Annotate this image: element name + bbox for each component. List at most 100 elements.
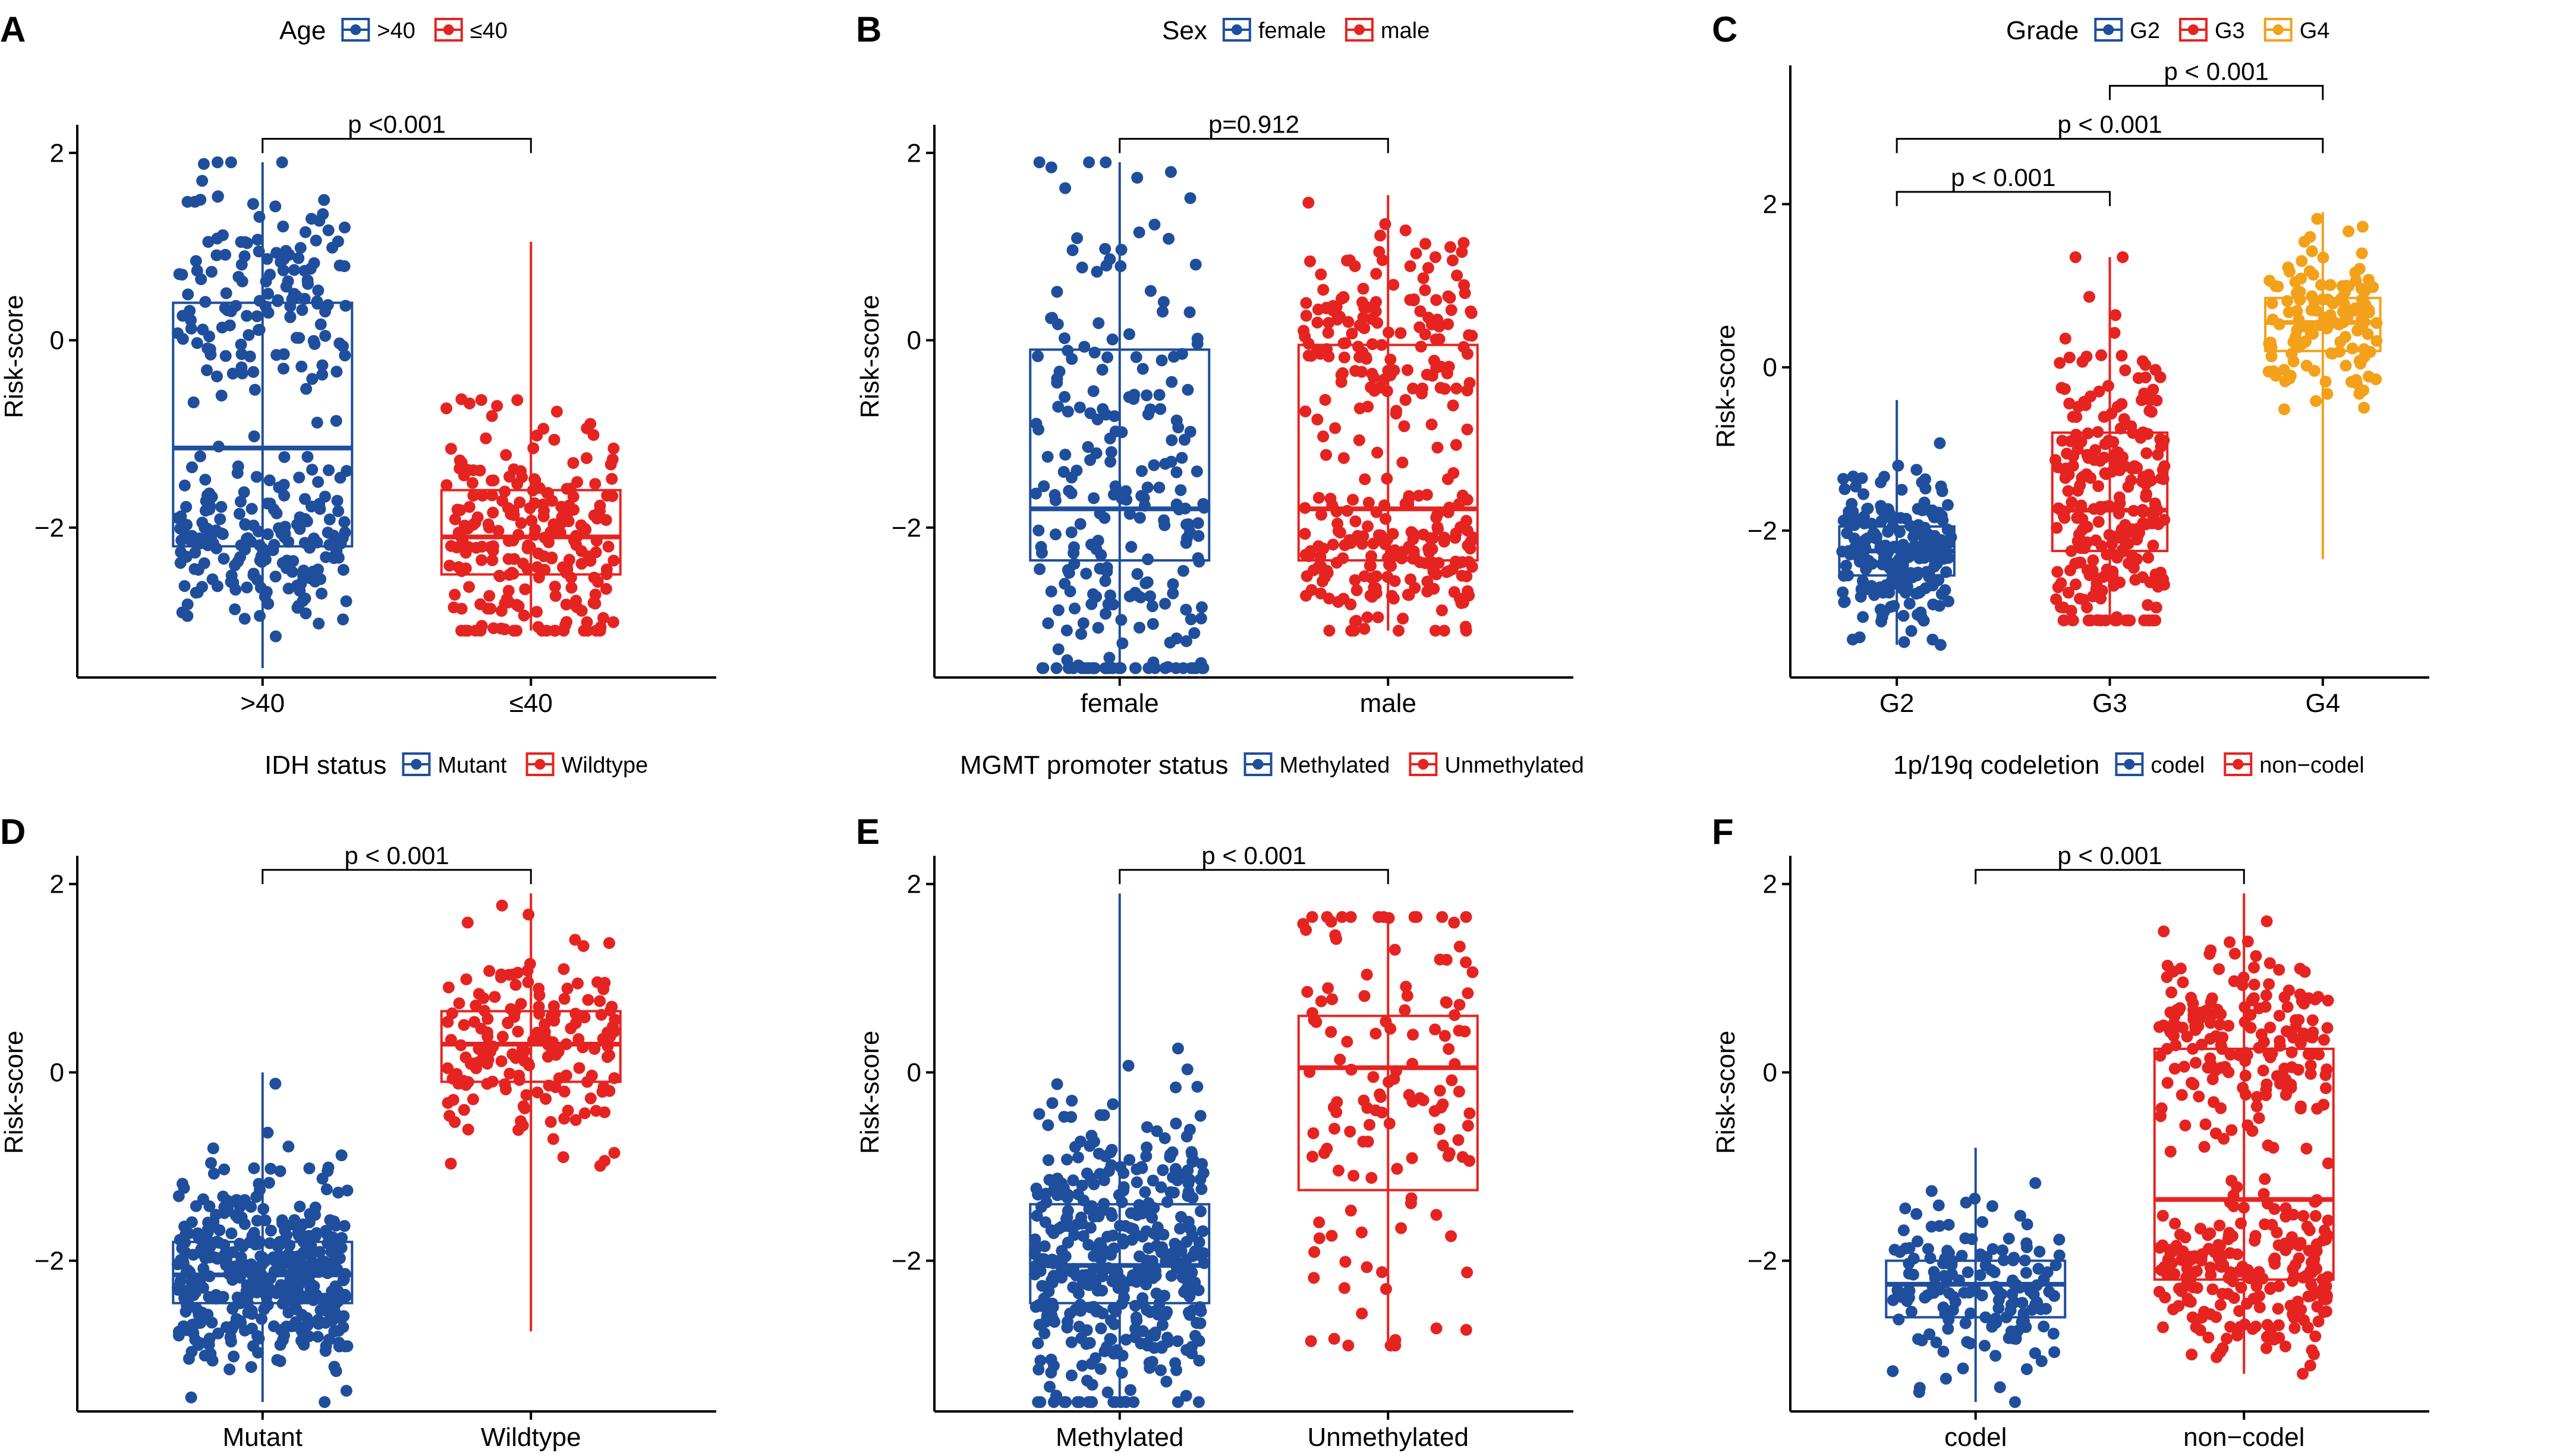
legend: Grade G2 G3 G4	[2006, 16, 2329, 45]
data-point	[1404, 260, 1416, 272]
data-point	[2319, 1069, 2332, 1082]
data-point	[1350, 584, 1363, 597]
data-point	[2225, 1124, 2238, 1136]
data-point	[1032, 1363, 1045, 1376]
data-point	[1192, 1284, 1205, 1297]
data-point	[578, 1011, 591, 1023]
data-point	[2010, 1330, 2022, 1342]
legend-label: G4	[2300, 18, 2330, 43]
data-point	[2306, 1290, 2318, 1302]
data-point	[1838, 595, 1851, 608]
data-point	[1302, 338, 1315, 350]
data-point	[2214, 1260, 2227, 1272]
data-point	[211, 370, 223, 383]
data-point	[1189, 1329, 1201, 1342]
data-point	[203, 1291, 215, 1303]
data-point	[2322, 1157, 2334, 1170]
data-point	[205, 266, 218, 278]
data-point	[1380, 1283, 1392, 1295]
data-point	[267, 503, 280, 516]
data-point	[2005, 1299, 2017, 1311]
data-point	[1066, 353, 1078, 365]
data-point	[2140, 447, 2153, 459]
data-point	[544, 1115, 557, 1128]
data-point	[186, 461, 198, 474]
y-tick-label: −2	[34, 513, 64, 543]
x-tick-label: G2	[1879, 689, 1915, 718]
data-point	[1176, 348, 1188, 360]
data-point	[1860, 563, 1872, 575]
data-point	[302, 278, 314, 290]
data-point	[481, 1077, 493, 1090]
comparison-bracket	[262, 869, 532, 884]
x-tick-label: G4	[2305, 689, 2340, 718]
data-point	[1075, 1304, 1087, 1317]
data-point	[235, 361, 248, 374]
data-point	[459, 547, 472, 559]
p-value-label: p <0.001	[348, 111, 446, 138]
data-point	[2085, 472, 2097, 484]
data-point	[1919, 1291, 1931, 1304]
data-point	[1466, 329, 1478, 342]
data-point	[449, 588, 461, 601]
data-point	[1164, 1186, 1177, 1198]
data-point	[245, 1361, 257, 1373]
data-point	[2346, 342, 2359, 355]
data-point	[1431, 442, 1444, 454]
data-point	[210, 1252, 222, 1264]
data-point	[2092, 516, 2105, 528]
point-cloud	[1836, 437, 1957, 651]
data-point	[2257, 1064, 2269, 1077]
data-point	[2288, 1322, 2301, 1334]
data-point	[569, 1114, 582, 1126]
data-point	[265, 1162, 277, 1175]
point-cloud	[1297, 911, 1479, 1352]
legend-title: Age	[279, 16, 326, 45]
data-point	[2061, 447, 2073, 460]
data-point	[1376, 254, 1389, 266]
data-point	[2249, 1234, 2261, 1247]
data-point	[486, 554, 499, 566]
data-point	[1933, 600, 1945, 612]
data-point	[1160, 1375, 1173, 1388]
data-point	[1125, 541, 1138, 553]
data-point	[1157, 1246, 1169, 1258]
data-point	[1129, 1300, 1141, 1312]
data-point	[1297, 918, 1309, 930]
data-point	[2069, 251, 2082, 263]
data-point	[1111, 1344, 1123, 1356]
data-point	[1428, 1105, 1441, 1117]
data-point	[1445, 304, 1457, 316]
data-point	[1094, 1237, 1106, 1249]
data-point	[2147, 383, 2159, 396]
data-point	[178, 479, 191, 491]
data-point	[1140, 1150, 1153, 1162]
data-point	[1342, 1340, 1355, 1352]
data-point	[462, 1123, 474, 1136]
data-point	[2029, 1347, 2041, 1359]
data-point	[1388, 364, 1400, 377]
data-point	[1091, 266, 1103, 278]
data-point	[484, 541, 497, 553]
data-point	[2076, 538, 2089, 551]
data-point	[1317, 575, 1328, 588]
data-point	[557, 1151, 569, 1164]
data-point	[2271, 1226, 2283, 1238]
data-point	[2152, 571, 2164, 584]
legend-point-icon	[1231, 24, 1242, 35]
y-tick-label: 0	[1763, 1058, 1777, 1087]
data-point	[1422, 261, 1434, 274]
data-point	[282, 275, 294, 288]
data-point	[177, 521, 190, 534]
data-point	[1399, 1004, 1411, 1016]
data-point	[1868, 589, 1881, 601]
data-point	[1095, 549, 1107, 561]
data-point	[2156, 1209, 2169, 1222]
legend-key	[2179, 18, 2208, 42]
panel-letter: F	[1712, 812, 1734, 852]
comparison-bracket	[1896, 191, 2111, 206]
plot-marks	[1782, 65, 2429, 686]
data-point	[1438, 531, 1450, 544]
data-point	[1073, 401, 1086, 414]
data-point	[2210, 1127, 2222, 1140]
